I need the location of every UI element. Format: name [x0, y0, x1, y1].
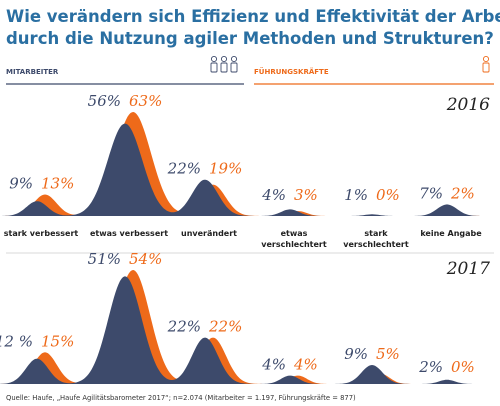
- label-managers-2017-5: 0%: [451, 358, 475, 376]
- label-employees-2017-3: 4%: [261, 356, 286, 374]
- label-managers-2017-3: 4%: [293, 356, 318, 374]
- label-managers-2016-0: 13%: [41, 175, 74, 193]
- label-employees-2017-5: 2%: [418, 358, 443, 376]
- label-employees-2016-1: 56%: [88, 92, 121, 110]
- three-people-icon: [210, 55, 238, 73]
- legend-label-employees: MITARBEITER: [6, 68, 59, 76]
- label-managers-2017-1: 54%: [129, 250, 162, 268]
- label-employees-2016-3: 4%: [261, 186, 286, 204]
- category-label-3-line-1: verschlechtert: [261, 240, 327, 249]
- label-employees-2017-1: 51%: [88, 250, 121, 268]
- label-managers-2017-4: 5%: [376, 345, 400, 363]
- label-employees-2016-5: 7%: [419, 184, 443, 202]
- label-employees-2017-2: 22%: [167, 318, 201, 336]
- area-employees-2016: [0, 123, 500, 216]
- panel-2017-plot: 12 % 15% 51% 54% 22% 22% 4% 4% 9% 5% 2% 0%: [0, 250, 500, 384]
- label-employees-2017-4: 9%: [344, 345, 368, 363]
- label-managers-2016-4: 0%: [376, 186, 400, 204]
- label-employees-2016-2: 22%: [167, 160, 201, 178]
- source-note: Quelle: Haufe, „Haufe Agilitätsbarometer…: [6, 394, 356, 402]
- legend-label-managers: FÜHRUNGSKRÄFTE: [254, 67, 329, 76]
- category-label-1: etwas verbessert: [90, 229, 168, 238]
- category-label-2: unverändert: [181, 229, 237, 238]
- label-employees-2016-4: 1%: [344, 186, 368, 204]
- chart-title-line-1: Wie verändern sich Effizienz und Effekti…: [6, 7, 500, 26]
- label-employees-2017-0: 12 %: [0, 332, 33, 350]
- chart-title-line-2: durch die Nutzung agiler Methoden und St…: [6, 29, 494, 48]
- label-managers-2016-5: 2%: [450, 184, 475, 202]
- category-label-4-line-1: verschlechtert: [343, 240, 409, 249]
- label-managers-2016-1: 63%: [129, 92, 162, 110]
- panel-2016-year: 2016: [446, 95, 490, 115]
- label-managers-2016-3: 3%: [294, 186, 318, 204]
- label-managers-2016-2: 19%: [209, 160, 242, 178]
- area-employees-2017: [0, 276, 500, 384]
- label-managers-2017-0: 15%: [41, 332, 74, 350]
- category-label-3-line-0: etwas: [281, 229, 308, 238]
- label-managers-2017-2: 22%: [208, 318, 242, 336]
- panel-2017-year: 2017: [446, 259, 490, 279]
- category-label-5: keine Angabe: [420, 229, 482, 238]
- person-icon: [482, 55, 490, 73]
- panel-2016-plot: 9% 13% 56% 63% 22% 19% 4% 3% 1% 0% 7% 2% stark verbe…: [0, 92, 500, 249]
- category-label-4-line-0: stark: [364, 229, 388, 238]
- category-label-0: stark verbessert: [4, 229, 79, 238]
- label-employees-2016-0: 9%: [9, 175, 33, 193]
